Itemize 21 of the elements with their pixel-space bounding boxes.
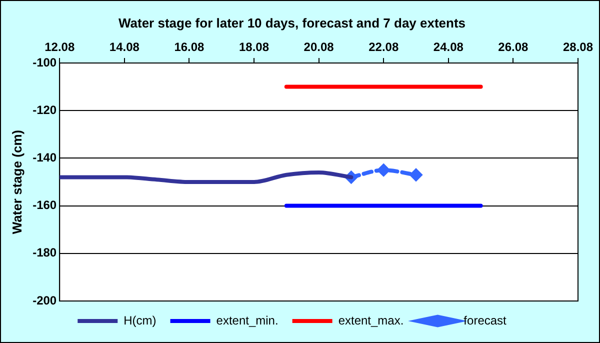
y-tick-label: -180 — [32, 246, 57, 260]
legend-label: extent_min. — [216, 313, 278, 328]
legend-label: forecast — [464, 313, 508, 328]
x-tick-label: 18.08 — [238, 40, 270, 54]
x-tick-label: 28.08 — [562, 40, 594, 54]
x-tick-label: 20.08 — [304, 40, 334, 54]
x-tick-label: 26.08 — [498, 40, 529, 54]
legend-label: H(cm) — [124, 313, 156, 328]
x-tick-label: 12.08 — [44, 40, 75, 54]
legend-label: extent_max. — [338, 313, 404, 328]
x-tick-label: 14.08 — [109, 40, 140, 54]
y-axis-title: Water stage (cm) — [9, 130, 24, 234]
x-tick-label: 24.08 — [433, 40, 464, 54]
y-tick-label: -160 — [32, 198, 57, 212]
y-tick-label: -120 — [32, 102, 57, 117]
x-tick-label: 22.08 — [368, 40, 399, 54]
x-tick-label: 16.08 — [174, 40, 205, 54]
y-tick-label: -100 — [32, 55, 57, 70]
chart-title: Water stage for later 10 days, forecast and 7 day extents — [118, 15, 466, 30]
y-tick-label: -140 — [32, 150, 57, 165]
y-tick-label: -200 — [32, 293, 57, 308]
